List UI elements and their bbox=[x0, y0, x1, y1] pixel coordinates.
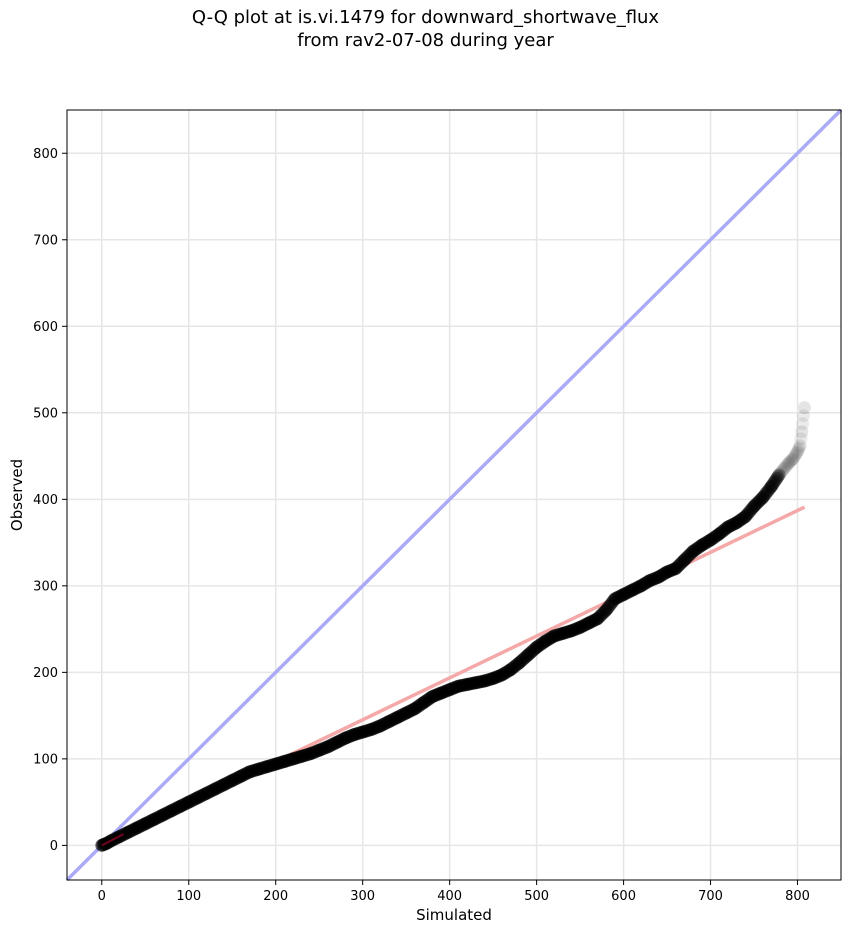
quantile-point bbox=[795, 425, 809, 439]
x-tick-label: 600 bbox=[611, 889, 636, 904]
quantile-point bbox=[775, 464, 789, 478]
low-segment-red bbox=[101, 833, 124, 847]
plot-frame bbox=[66, 109, 842, 881]
x-tick-label: 300 bbox=[350, 889, 375, 904]
quantile-point bbox=[768, 474, 782, 488]
y-tick-label: 700 bbox=[33, 233, 58, 248]
quantile-point bbox=[779, 460, 793, 474]
x-tick-label: 400 bbox=[437, 889, 462, 904]
quantile-point bbox=[770, 471, 784, 485]
quantile-point bbox=[780, 459, 794, 473]
quantile-point bbox=[797, 401, 811, 415]
y-tick-label: 400 bbox=[33, 493, 58, 508]
y-tick-label: 200 bbox=[33, 666, 58, 681]
x-tick-label: 800 bbox=[785, 889, 810, 904]
chart-title-line-1: Q-Q plot at is.vi.1479 for downward_shor… bbox=[191, 7, 660, 28]
x-tick-label: 100 bbox=[176, 889, 201, 904]
quantile-point bbox=[512, 656, 526, 670]
quantile-point bbox=[771, 470, 785, 484]
x-tick-label: 0 bbox=[98, 889, 106, 904]
y-tick-label: 500 bbox=[33, 406, 58, 421]
quantile-point bbox=[504, 663, 518, 677]
x-tick-label: 700 bbox=[698, 889, 723, 904]
quantile-point bbox=[784, 454, 798, 468]
quantile-point bbox=[791, 445, 805, 459]
quantile-points bbox=[95, 401, 811, 852]
quantile-point bbox=[788, 448, 802, 462]
quantile-point bbox=[600, 602, 614, 616]
quantile-point bbox=[747, 499, 761, 513]
quantile-point bbox=[797, 409, 811, 423]
quantile-point bbox=[757, 489, 771, 503]
x-tick-label: 200 bbox=[263, 889, 288, 904]
x-axis-ticks: 0 100 200 300 400 500 600 700 800 bbox=[98, 880, 810, 904]
y-tick-label: 300 bbox=[33, 579, 58, 594]
quantile-point bbox=[669, 562, 683, 576]
quantile-point bbox=[590, 612, 604, 626]
quantile-point bbox=[789, 446, 803, 460]
quantile-point bbox=[756, 491, 770, 505]
identity-line bbox=[65, 108, 843, 882]
quantile-point bbox=[785, 453, 799, 467]
quantile-point bbox=[769, 473, 783, 487]
quantile-point bbox=[521, 648, 535, 662]
quantile-point bbox=[773, 466, 787, 480]
quantile-point bbox=[767, 476, 781, 490]
quantile-point bbox=[777, 461, 791, 475]
reference-lines bbox=[65, 108, 843, 882]
quantile-point bbox=[776, 462, 790, 476]
quantile-point bbox=[787, 450, 801, 464]
quantile-point bbox=[794, 432, 808, 446]
quantile-point bbox=[738, 510, 752, 524]
quantile-point bbox=[793, 439, 807, 453]
y-tick-label: 800 bbox=[33, 147, 58, 162]
quantile-point bbox=[792, 441, 806, 455]
low-quantile-segment bbox=[101, 833, 124, 847]
quantile-point bbox=[781, 457, 795, 471]
x-tick-label: 500 bbox=[524, 889, 549, 904]
quantile-point bbox=[783, 455, 797, 469]
quantile-point bbox=[766, 478, 780, 492]
y-tick-label: 600 bbox=[33, 320, 58, 335]
quantile-point bbox=[791, 443, 805, 457]
chart-title: Q-Q plot at is.vi.1479 for downward_shor… bbox=[0, 6, 851, 52]
grid bbox=[67, 110, 841, 880]
quantile-point bbox=[796, 417, 810, 431]
quantile-point bbox=[677, 553, 691, 567]
y-tick-label: 0 bbox=[50, 839, 58, 854]
x-axis-title: Simulated bbox=[416, 906, 492, 924]
quantile-point bbox=[712, 527, 726, 541]
quantile-point bbox=[772, 468, 786, 482]
quantile-point bbox=[774, 465, 788, 479]
quantile-point bbox=[599, 603, 613, 617]
y-axis-ticks: 0 100 200 300 400 500 600 700 800 bbox=[33, 147, 67, 854]
quantile-point bbox=[786, 452, 800, 466]
chart-title-line-2: from rav2-07-08 during year bbox=[297, 30, 554, 51]
quantile-point bbox=[739, 508, 753, 522]
y-axis-title: Observed bbox=[8, 459, 26, 531]
quantile-point bbox=[782, 456, 796, 470]
y-tick-label: 100 bbox=[33, 752, 58, 767]
quantile-point bbox=[764, 479, 778, 493]
